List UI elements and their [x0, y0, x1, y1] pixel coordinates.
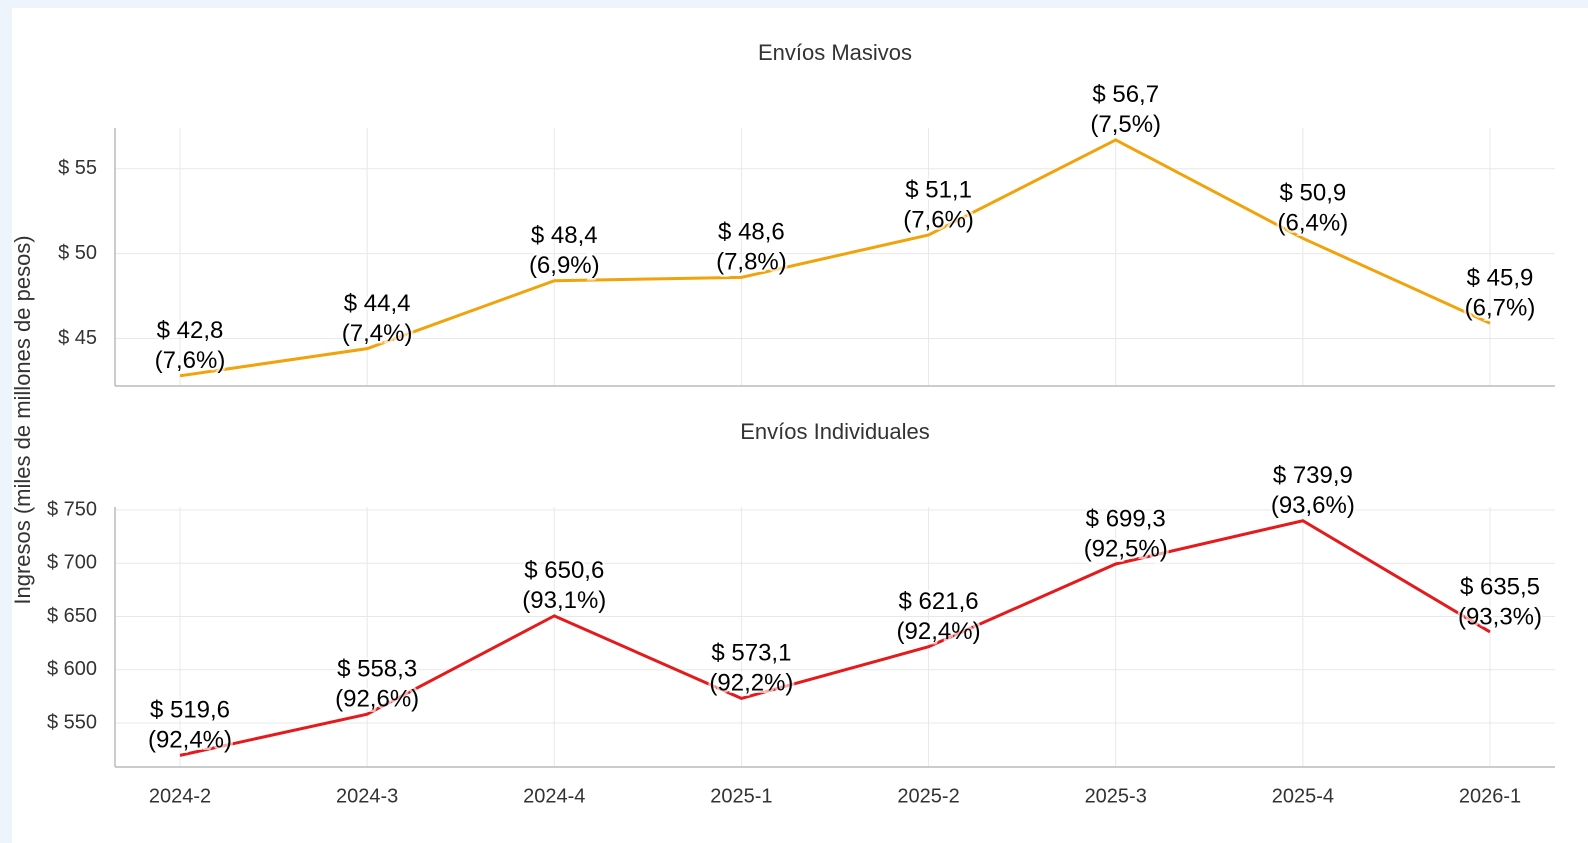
data-label-share: (6,4%)	[1278, 210, 1349, 237]
data-label: $ 558,3	[337, 656, 417, 683]
data-label-share: (7,5%)	[1090, 111, 1161, 138]
data-label-share: (6,9%)	[529, 252, 600, 279]
data-label: $ 51,1	[905, 176, 972, 203]
chart-title: Envíos Individuales	[740, 419, 930, 444]
x-tick-label: 2025-3	[1085, 785, 1147, 807]
data-label-share: (92,2%)	[709, 670, 793, 697]
data-label: $ 48,4	[531, 222, 598, 249]
data-label-share: (93,3%)	[1458, 603, 1542, 630]
data-label: $ 573,1	[711, 640, 791, 667]
x-tick-label: 2026-1	[1459, 785, 1521, 807]
data-label: $ 56,7	[1092, 81, 1159, 108]
data-label: $ 519,6	[150, 697, 230, 724]
data-label-share: (92,6%)	[335, 686, 419, 713]
data-label-share: (93,6%)	[1271, 492, 1355, 519]
data-label-share: (92,4%)	[148, 727, 232, 754]
data-label: $ 635,5	[1460, 573, 1540, 600]
data-label: $ 50,9	[1279, 180, 1346, 207]
y-tick-label: $ 700	[47, 552, 97, 574]
data-label: $ 42,8	[157, 317, 224, 344]
data-label: $ 621,6	[899, 588, 979, 615]
y-tick-label: $ 600	[47, 658, 97, 680]
data-label-share: (93,1%)	[522, 587, 606, 614]
x-tick-label: 2024-2	[149, 785, 211, 807]
x-tick-label: 2025-4	[1272, 785, 1334, 807]
y-tick-label: $ 750	[47, 498, 97, 520]
y-tick-label: $ 50	[58, 242, 97, 264]
data-label-share: (6,7%)	[1465, 295, 1536, 322]
data-label-share: (7,8%)	[716, 249, 787, 276]
y-tick-label: $ 55	[58, 157, 97, 179]
data-label-share: (92,4%)	[897, 618, 981, 645]
x-tick-label: 2025-1	[710, 785, 772, 807]
line	[179, 138, 1491, 378]
chart-title: Envíos Masivos	[758, 40, 912, 65]
y-axis-label: Ingresos (miles de millones de pesos)	[10, 235, 35, 604]
data-label: $ 739,9	[1273, 462, 1353, 489]
data-label-share: (92,5%)	[1084, 535, 1168, 562]
data-label: $ 48,6	[718, 219, 785, 246]
x-tick-label: 2024-3	[336, 785, 398, 807]
data-label: $ 650,6	[524, 557, 604, 584]
data-label: $ 45,9	[1467, 265, 1534, 292]
x-tick-label: 2025-2	[897, 785, 959, 807]
y-tick-label: $ 550	[47, 711, 97, 733]
y-tick-label: $ 45	[58, 327, 97, 349]
data-label: $ 699,3	[1086, 505, 1166, 532]
data-label: $ 44,4	[344, 290, 411, 317]
data-label-share: (7,6%)	[155, 347, 226, 374]
data-label-share: (7,4%)	[342, 320, 413, 347]
line	[179, 519, 1491, 757]
data-label-share: (7,6%)	[903, 206, 974, 233]
x-tick-label: 2024-4	[523, 785, 585, 807]
panel	[12, 8, 1588, 843]
y-tick-label: $ 650	[47, 605, 97, 627]
